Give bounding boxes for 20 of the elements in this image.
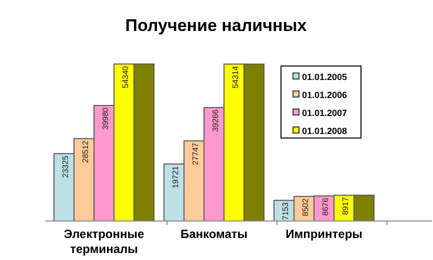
data-label: 7153 xyxy=(281,202,290,220)
legend-label: 01.01.2008 xyxy=(302,126,348,136)
x-tick-label: Электронные терминалы xyxy=(64,227,144,256)
data-label: 8502 xyxy=(301,198,310,216)
legend-label: 01.01.2006 xyxy=(302,90,348,100)
data-label: 39266 xyxy=(211,109,220,132)
data-label: 27747 xyxy=(191,142,200,166)
data-label: 8676 xyxy=(321,197,330,216)
data-label: 54314 xyxy=(231,66,240,88)
data-label: 28512 xyxy=(81,140,90,163)
data-label: 8917 xyxy=(341,196,350,216)
x-tick-label: Банкоматы xyxy=(180,227,248,241)
legend-label: 01.01.2007 xyxy=(302,108,348,118)
legend-label: 01.01.2005 xyxy=(302,72,348,82)
data-label: 23325 xyxy=(61,155,70,178)
data-label: 39980 xyxy=(101,106,110,130)
chart-title: Получение наличных xyxy=(125,16,308,35)
data-label: 19721 xyxy=(171,165,180,188)
x-tick-label: Импринтеры xyxy=(286,227,362,241)
data-label: 54340 xyxy=(121,65,130,88)
